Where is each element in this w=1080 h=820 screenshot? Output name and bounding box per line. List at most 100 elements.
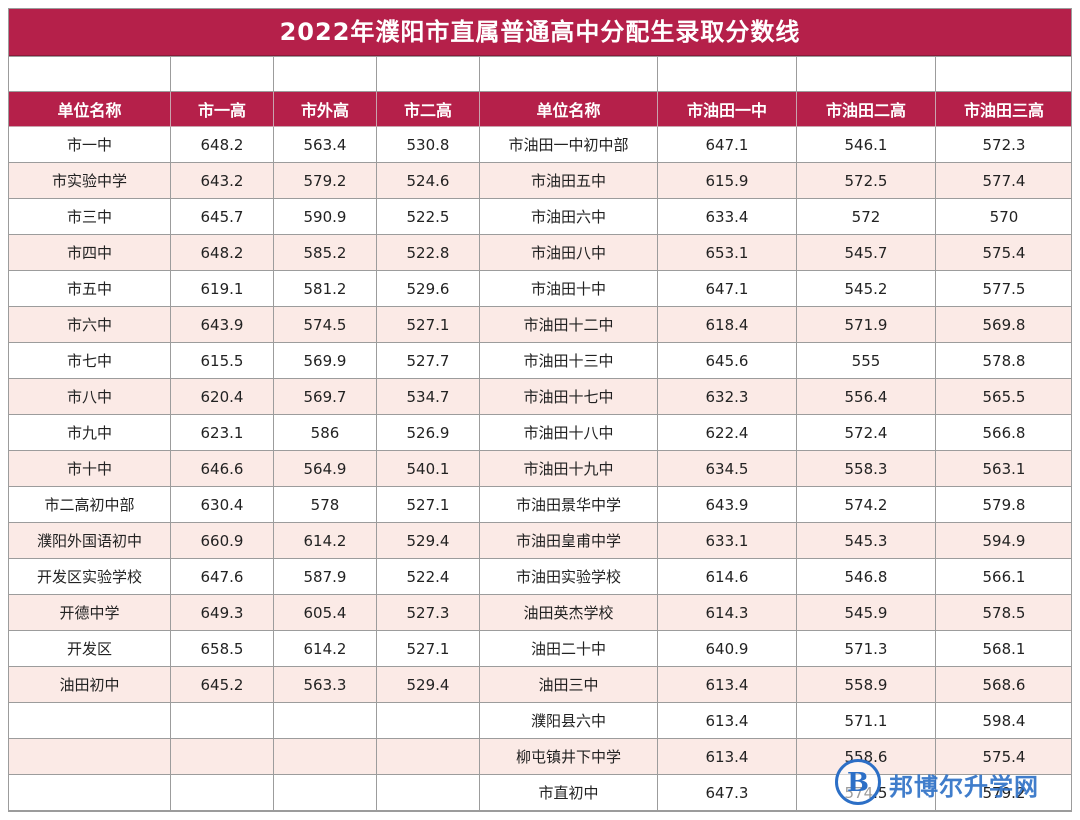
score-cell: 647.1 [657, 270, 797, 307]
school-name-cell: 市油田六中 [479, 198, 658, 235]
school-name-cell [9, 738, 171, 775]
school-name-cell: 市油田景华中学 [479, 486, 658, 523]
school-name-cell: 市一中 [9, 126, 171, 163]
table-row: 市一中 648.2 563.4 530.8 市油田一中初中部 647.1 546.1 572.… [9, 126, 1071, 163]
school-name-cell: 油田三中 [479, 666, 658, 703]
score-cell: 640.9 [657, 630, 797, 667]
score-cell [273, 738, 377, 775]
score-cell: 632.3 [657, 378, 797, 415]
score-cell [170, 738, 274, 775]
score-cell: 643.9 [170, 306, 274, 343]
score-cell: 579.8 [935, 486, 1071, 523]
score-cell: 653.1 [657, 234, 797, 271]
school-name-cell: 市二高初中部 [9, 486, 171, 523]
score-cell: 546.1 [796, 126, 936, 163]
score-cell: 569.9 [273, 342, 377, 379]
school-name-cell: 市油田一中初中部 [479, 126, 658, 163]
score-cell: 614.3 [657, 594, 797, 631]
blank-cell [9, 56, 171, 92]
score-cell: 545.2 [796, 270, 936, 307]
score-cell: 578.5 [935, 594, 1071, 631]
score-cell: 558.6 [796, 738, 936, 775]
score-cell: 572.4 [796, 414, 936, 451]
score-cell: 569.7 [273, 378, 377, 415]
table-row: 市八中 620.4 569.7 534.7 市油田十七中 632.3 556.4 565.5 [9, 378, 1071, 415]
score-cell: 622.4 [657, 414, 797, 451]
score-cell: 648.2 [170, 126, 274, 163]
school-name-cell: 开发区实验学校 [9, 558, 171, 595]
score-cell: 558.9 [796, 666, 936, 703]
table-row: 市五中 619.1 581.2 529.6 市油田十中 647.1 545.2 577.5 [9, 270, 1071, 307]
score-cell: 574.5 [273, 306, 377, 343]
school-name-cell: 市油田十中 [479, 270, 658, 307]
score-cell: 566.8 [935, 414, 1071, 451]
score-cell [273, 774, 377, 811]
score-cell [273, 702, 377, 739]
score-cell: 571.9 [796, 306, 936, 343]
score-cell: 585.2 [273, 234, 377, 271]
school-name-cell: 市油田八中 [479, 234, 658, 271]
score-cell: 524.6 [376, 162, 480, 199]
score-cell: 526.9 [376, 414, 480, 451]
score-cell: 594.9 [935, 522, 1071, 559]
school-name-cell: 市实验中学 [9, 162, 171, 199]
score-table-document: 2022年濮阳市直属普通高中分配生录取分数线 单位名称 市一高 市外高 市二高 [8, 8, 1072, 812]
school-name-cell: 市三中 [9, 198, 171, 235]
score-cell: 615.5 [170, 342, 274, 379]
score-cell: 578 [273, 486, 377, 523]
score-cell: 613.4 [657, 666, 797, 703]
table-row: 市三中 645.7 590.9 522.5 市油田六中 633.4 572 570 [9, 198, 1071, 235]
score-cell: 643.9 [657, 486, 797, 523]
score-cell: 529.6 [376, 270, 480, 307]
score-cell: 527.3 [376, 594, 480, 631]
score-cell: 647.1 [657, 126, 797, 163]
score-cell: 571.1 [796, 702, 936, 739]
table-row: 濮阳县六中 613.4 571.1 598.4 [9, 702, 1071, 739]
score-cell: 566.1 [935, 558, 1071, 595]
school-name-cell: 市油田皇甫中学 [479, 522, 658, 559]
score-cell: 572 [796, 198, 936, 235]
score-cell: 529.4 [376, 666, 480, 703]
column-header-unit-name-2: 单位名称 [479, 91, 658, 127]
school-name-cell: 市油田十七中 [479, 378, 658, 415]
score-cell: 579.2 [935, 774, 1071, 811]
school-name-cell: 市油田十九中 [479, 450, 658, 487]
school-name-cell: 油田英杰学校 [479, 594, 658, 631]
school-name-cell: 油田初中 [9, 666, 171, 703]
table-row: 市直初中 647.3 574.5 579.2 [9, 774, 1071, 811]
score-cell: 556.4 [796, 378, 936, 415]
score-cell: 614.2 [273, 522, 377, 559]
score-cell: 563.1 [935, 450, 1071, 487]
score-cell: 647.3 [657, 774, 797, 811]
score-cell: 633.4 [657, 198, 797, 235]
table-row: 市十中 646.6 564.9 540.1 市油田十九中 634.5 558.3 563.1 [9, 450, 1071, 487]
column-header-shiwaigao: 市外高 [273, 91, 377, 127]
score-cell: 581.2 [273, 270, 377, 307]
school-name-cell: 市油田十二中 [479, 306, 658, 343]
score-cell: 540.1 [376, 450, 480, 487]
score-cell: 648.2 [170, 234, 274, 271]
score-cell: 605.4 [273, 594, 377, 631]
school-name-cell: 市四中 [9, 234, 171, 271]
score-cell: 555 [796, 342, 936, 379]
score-cell: 575.4 [935, 738, 1071, 775]
blank-cell [479, 56, 658, 92]
score-cell: 545.9 [796, 594, 936, 631]
score-cell: 545.7 [796, 234, 936, 271]
score-cell: 578.8 [935, 342, 1071, 379]
score-cell: 587.9 [273, 558, 377, 595]
score-cell: 575.4 [935, 234, 1071, 271]
score-cell [170, 774, 274, 811]
score-cell: 615.9 [657, 162, 797, 199]
header-row: 单位名称 市一高 市外高 市二高 单位名称 市油田一中 市油田二高 市油田三高 [9, 91, 1071, 127]
table-row: 市实验中学 643.2 579.2 524.6 市油田五中 615.9 572.5 577.4 [9, 162, 1071, 199]
score-cell: 572.5 [796, 162, 936, 199]
blank-row [9, 56, 1071, 92]
table-row: 市二高初中部 630.4 578 527.1 市油田景华中学 643.9 574.2 579.… [9, 486, 1071, 523]
page-title: 2022年濮阳市直属普通高中分配生录取分数线 [9, 9, 1071, 56]
school-name-cell: 市油田十八中 [479, 414, 658, 451]
school-name-cell: 油田二十中 [479, 630, 658, 667]
score-cell: 660.9 [170, 522, 274, 559]
table-row: 开发区实验学校 647.6 587.9 522.4 市油田实验学校 614.6 546.8 5… [9, 558, 1071, 595]
score-cell: 613.4 [657, 738, 797, 775]
